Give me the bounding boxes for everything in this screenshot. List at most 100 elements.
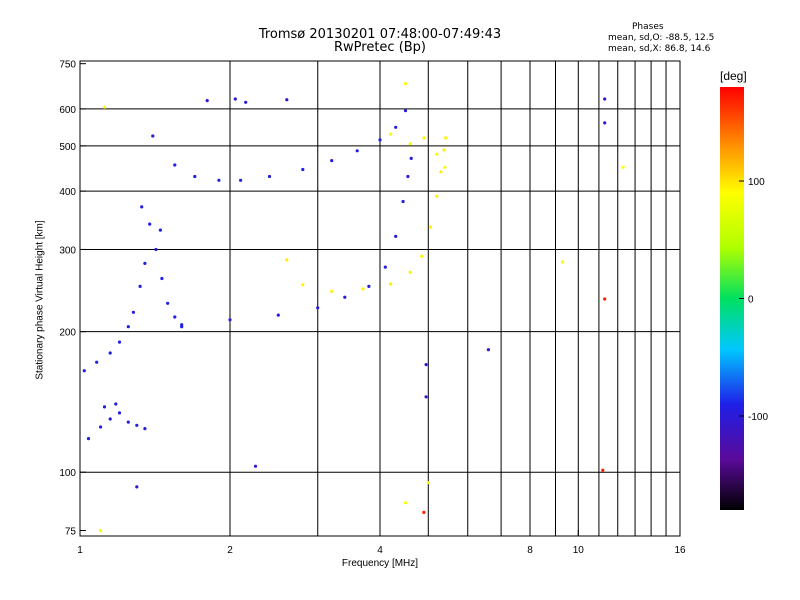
data-point [444,136,448,140]
data-point [151,134,155,138]
data-point [102,105,107,109]
data-point [267,174,272,179]
data-point [389,132,393,136]
data-point [603,297,607,301]
x-tick-label: 16 [674,545,686,556]
data-point [253,464,258,468]
data-point [228,318,232,322]
y-tick-label: 600 [59,105,76,116]
data-point [301,283,305,287]
data-point [117,340,122,344]
colorbar-tick-label: -100 [748,412,768,423]
colorbar-tick-label: 0 [748,295,754,306]
data-point [138,284,142,288]
data-point [435,194,439,198]
x-tick-label: 10 [573,545,585,556]
data-point [428,225,432,229]
data-point [244,100,248,104]
data-point [394,125,398,129]
data-point [95,360,99,364]
data-point [389,282,393,286]
data-point [108,351,112,355]
data-point [205,99,209,103]
data-point [239,178,243,182]
x-tick-label: 8 [527,545,533,556]
y-tick-label: 75 [65,527,77,538]
colorbar-tick-label: 100 [748,177,765,188]
y-axis-label: Stationary phase Virtual Height [km] [34,220,46,380]
data-point [99,425,103,429]
data-point [486,348,490,352]
data-point [408,270,412,274]
data-point [408,142,412,146]
data-point [158,228,162,232]
data-point [330,289,334,293]
data-point [173,163,177,167]
data-point [301,167,305,172]
data-point [276,313,280,317]
y-tick-label: 100 [59,468,76,479]
y-tick-label: 200 [59,328,76,339]
data-point [117,411,122,415]
data-point [148,222,152,226]
data-point [193,174,197,179]
data-point [424,363,428,367]
data-point [426,481,430,485]
data-point [173,315,177,319]
data-point [99,528,103,533]
y-tick-label: 400 [59,187,76,198]
y-tick-label: 300 [59,245,76,256]
x-axis-label: Frequency [MHz] [341,558,419,569]
colorbar-ticks: 100 0 -100 [739,177,768,423]
data-point [409,156,413,160]
data-point [86,437,91,441]
data-point [343,295,347,299]
phases-o-mode: mean, sd,O: -88.5, 12.5 [608,33,715,43]
data-point [140,205,144,209]
data-point [355,149,359,153]
data-point [135,423,139,427]
data-point [443,165,447,169]
data-point [442,148,446,152]
data-point [135,485,139,489]
data-point [217,178,221,182]
data-point [126,325,130,329]
data-point [143,427,147,431]
data-point [422,510,426,514]
data-point [422,136,426,140]
data-points [82,82,625,533]
data-point [131,310,135,314]
data-point [82,369,86,373]
data-point [403,82,408,86]
data-point [285,258,289,262]
data-point [316,306,320,310]
phases-x-mode: mean, sd,X: 86.8, 14.6 [608,44,711,54]
data-point [403,109,408,113]
data-point [126,420,130,424]
data-point [403,501,408,505]
data-point [601,468,605,472]
data-point [603,121,607,125]
data-point [330,159,334,163]
chart-title: Tromsø 20130201 07:48:00-07:49:43 [258,27,502,42]
data-point [154,247,158,252]
data-point [401,199,405,204]
data-point [114,402,118,406]
data-point [406,174,410,179]
data-point [285,98,289,102]
grid-lines [80,61,680,536]
y-tick-label: 750 [59,60,76,71]
data-point [166,301,170,305]
x-tick-label: 1 [77,545,83,556]
data-point [439,170,443,174]
data-point [603,97,607,101]
data-point [561,260,565,264]
y-tick-label: 500 [59,142,76,153]
colorbar-unit: [deg] [720,69,747,83]
data-point [621,165,625,169]
data-point [233,97,237,101]
phases-header: Phases [632,22,664,32]
data-point [102,405,107,409]
y-tick-labels: 75 100 200 300 400 500 600 750 [59,60,76,538]
